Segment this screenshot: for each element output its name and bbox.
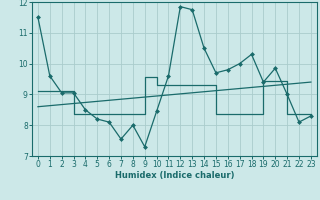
X-axis label: Humidex (Indice chaleur): Humidex (Indice chaleur): [115, 171, 234, 180]
